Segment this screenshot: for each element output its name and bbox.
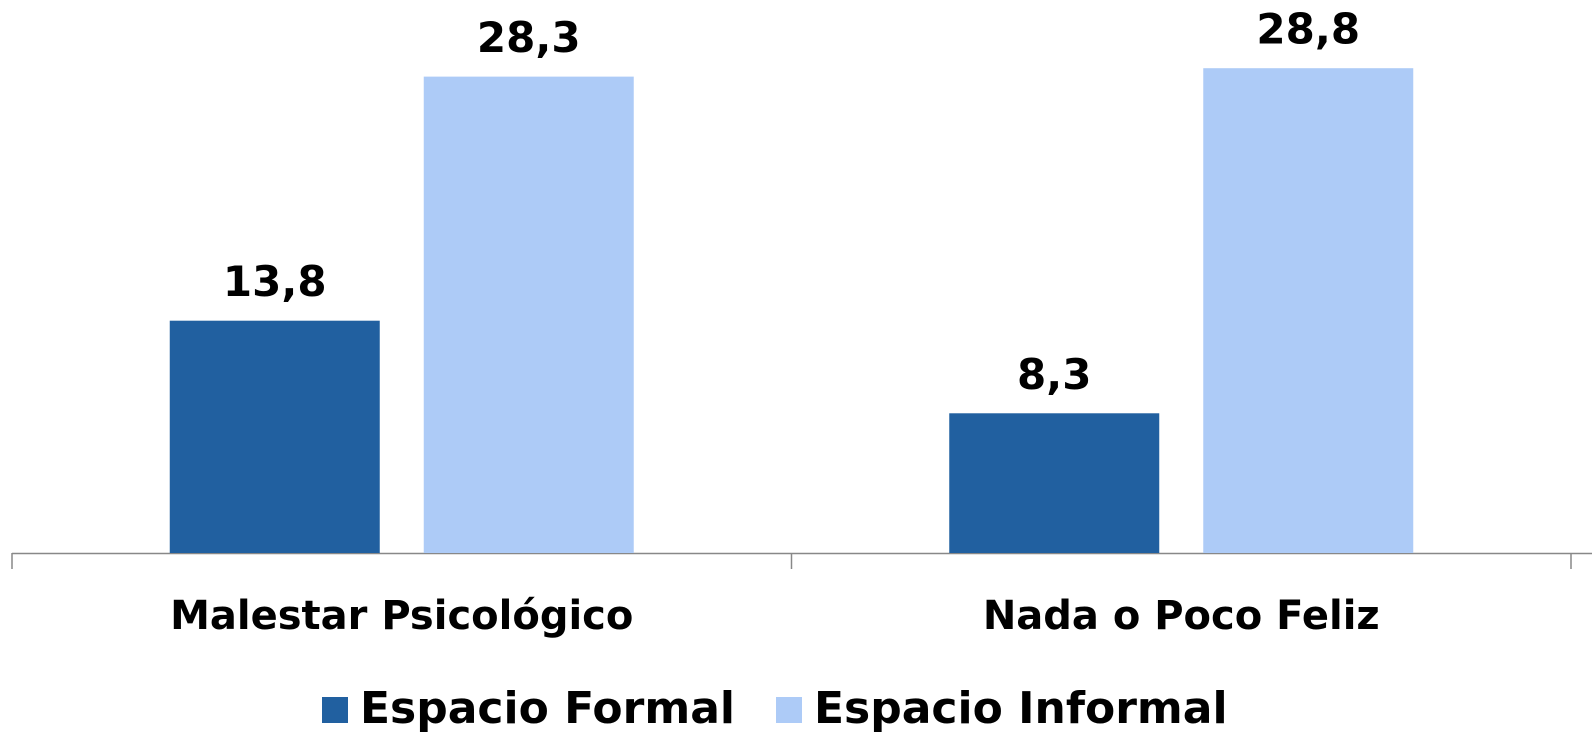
legend-label: Espacio Informal bbox=[814, 683, 1228, 734]
data-label: 28,8 bbox=[1256, 5, 1360, 54]
legend-label: Espacio Formal bbox=[360, 683, 735, 734]
data-label: 13,8 bbox=[223, 257, 327, 306]
data-label: 8,3 bbox=[1017, 350, 1091, 399]
bar bbox=[169, 320, 380, 553]
bar bbox=[423, 76, 634, 553]
bar bbox=[949, 413, 1160, 553]
data-label: 28,3 bbox=[477, 13, 581, 62]
legend-swatch bbox=[322, 697, 348, 723]
bar bbox=[1203, 68, 1414, 553]
x-tick-label: Nada o Poco Feliz bbox=[983, 593, 1380, 639]
legend-swatch bbox=[776, 697, 802, 723]
x-tick-label: Malestar Psicológico bbox=[170, 593, 633, 639]
